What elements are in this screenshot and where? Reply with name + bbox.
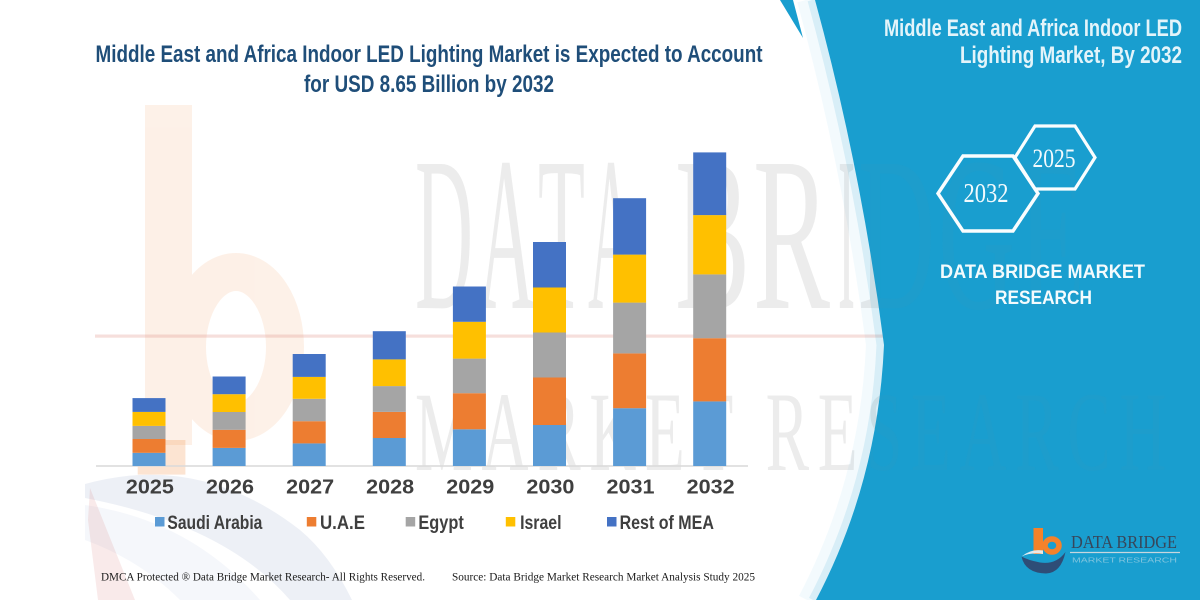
svg-text:U.A.E: U.A.E xyxy=(320,513,365,534)
svg-text:R: R xyxy=(753,112,830,356)
svg-text:Middle East and Africa Indoor: Middle East and Africa Indoor LED Lighti… xyxy=(96,41,763,68)
svg-text:A: A xyxy=(478,112,535,356)
svg-text:2025: 2025 xyxy=(1033,144,1076,173)
svg-text:2025: 2025 xyxy=(126,477,174,499)
svg-text:D: D xyxy=(858,112,935,356)
svg-text:2031: 2031 xyxy=(607,477,655,499)
svg-text:2028: 2028 xyxy=(366,477,414,499)
svg-text:I: I xyxy=(838,112,855,356)
svg-text:DMCA Protected ® Data Bridge M: DMCA Protected ® Data Bridge Market Rese… xyxy=(101,570,425,584)
svg-text:2026: 2026 xyxy=(206,477,254,499)
svg-text:Egypt: Egypt xyxy=(418,513,464,534)
svg-text:2030: 2030 xyxy=(526,477,574,499)
svg-text:Rest of MEA: Rest of MEA xyxy=(620,513,715,534)
svg-text:R: R xyxy=(753,112,830,356)
svg-text:I: I xyxy=(838,112,855,356)
svg-text:Saudi Arabia: Saudi Arabia xyxy=(167,513,262,534)
svg-text:Source: Data Bridge Market Res: Source: Data Bridge Market Research Mark… xyxy=(452,570,755,584)
svg-text:RESEARCH: RESEARCH xyxy=(995,288,1092,309)
svg-text:A: A xyxy=(478,112,535,356)
svg-text:2029: 2029 xyxy=(446,477,494,499)
svg-text:2032: 2032 xyxy=(687,477,735,499)
svg-text:2032: 2032 xyxy=(964,178,1009,208)
svg-text:DATA BRIDGE: DATA BRIDGE xyxy=(1071,532,1177,552)
svg-text:MARKET RESEARCH: MARKET RESEARCH xyxy=(1072,556,1177,565)
svg-text:Israel: Israel xyxy=(520,513,561,534)
svg-text:Middle East and Africa Indoor: Middle East and Africa Indoor LED xyxy=(884,15,1182,42)
svg-text:for USD 8.65 Billion by 2032: for USD 8.65 Billion by 2032 xyxy=(304,71,554,98)
svg-text:G: G xyxy=(938,112,1015,356)
svg-text:DATA BRIDGE MARKET: DATA BRIDGE MARKET xyxy=(940,262,1145,283)
svg-text:2027: 2027 xyxy=(286,477,334,499)
svg-text:E: E xyxy=(1018,112,1085,356)
svg-text:Lighting Market, By 2032: Lighting Market, By 2032 xyxy=(960,42,1182,69)
